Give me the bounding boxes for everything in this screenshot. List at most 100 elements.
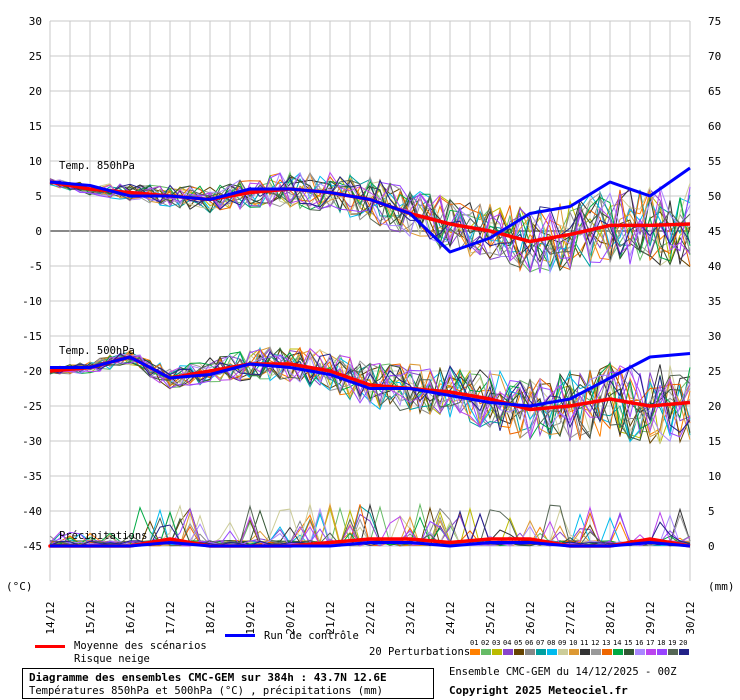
right-tick-label: 20 <box>708 400 721 413</box>
control-series-precip <box>50 541 691 548</box>
date-tick-label: 22/12 <box>364 601 377 634</box>
left-tick-label: 5 <box>35 190 42 203</box>
date-tick-label: 19/12 <box>244 601 257 634</box>
left-tick-label: -30 <box>22 435 42 448</box>
title-box: Diagramme des ensembles CMC-GEM sur 384h… <box>22 668 434 699</box>
control-series-t850 <box>49 166 691 254</box>
perturb-swatch <box>580 649 590 655</box>
perturb-number: 01 <box>470 639 479 647</box>
label-precip: Précipitations <box>59 530 148 542</box>
label-t500: Temp. 500hPa <box>59 345 135 357</box>
date-tick-label: 17/12 <box>164 601 177 634</box>
perturb-swatch <box>547 649 557 655</box>
right-axis-unit: (mm) <box>708 580 735 593</box>
main-series <box>48 166 691 548</box>
left-tick-label: 10 <box>29 155 42 168</box>
date-tick-label: 20/12 <box>284 601 297 634</box>
date-tick-label: 27/12 <box>564 601 577 634</box>
left-axis-unit: (°C) <box>6 580 33 593</box>
left-axis-ticks: 30 25 20 15 10 5 0 -5 -10 -15 -20 -25 -30 -35 -40 -45 <box>22 15 42 553</box>
date-tick-label: 18/12 <box>204 601 217 634</box>
control-legend-label: Run de contrôle <box>264 630 359 642</box>
date-tick-label: 16/12 <box>124 601 137 634</box>
label-t850: Temp. 850hPa <box>59 160 135 172</box>
perturb-swatch <box>470 649 480 655</box>
left-tick-label: -15 <box>22 330 42 343</box>
left-tick-label: 30 <box>29 15 42 28</box>
perturb-swatch <box>657 649 667 655</box>
perturb-legend-label: 20 Perturbations <box>369 646 471 658</box>
perturb-swatch <box>503 649 513 655</box>
right-tick-label: 45 <box>708 225 721 238</box>
perturb-swatch <box>646 649 656 655</box>
perturbation-line <box>49 171 691 272</box>
perturb-number: 02 <box>481 639 490 647</box>
perturb-number: 05 <box>514 639 523 647</box>
right-tick-label: 50 <box>708 190 721 203</box>
control-legend-swatch <box>225 634 255 637</box>
perturb-swatch <box>481 649 491 655</box>
left-tick-label: -25 <box>22 400 42 413</box>
perturb-number: 07 <box>536 639 545 647</box>
left-tick-label: -35 <box>22 470 42 483</box>
perturbation-line <box>49 348 691 442</box>
perturb-number: 10 <box>569 639 578 647</box>
perturb-swatch <box>679 649 689 655</box>
perturb-number: 14 <box>613 639 622 647</box>
date-tick-label: 14/12 <box>44 601 57 634</box>
perturb-number: 16 <box>635 639 644 647</box>
perturb-swatch <box>635 649 645 655</box>
perturbation-line <box>49 176 691 257</box>
date-tick-label: 28/12 <box>604 601 617 634</box>
perturb-number: 11 <box>580 639 589 647</box>
perturbation-line <box>49 176 691 269</box>
left-tick-label: 0 <box>35 225 42 238</box>
right-tick-label: 65 <box>708 85 721 98</box>
right-tick-label: 5 <box>708 505 715 518</box>
right-tick-label: 75 <box>708 15 721 28</box>
title-line1: Diagramme des ensembles CMC-GEM sur 384h… <box>29 671 387 684</box>
perturb-swatch <box>613 649 623 655</box>
date-tick-label: 25/12 <box>484 601 497 634</box>
mean-legend-swatch <box>35 645 65 648</box>
right-tick-label: 25 <box>708 365 721 378</box>
perturb-swatch <box>602 649 612 655</box>
perturb-number: 12 <box>591 639 600 647</box>
right-tick-label: 0 <box>708 540 715 553</box>
date-tick-label: 26/12 <box>524 601 537 634</box>
snow-legend-label: Risque neige <box>74 653 150 665</box>
control-series-t500 <box>50 352 691 408</box>
date-tick-label: 29/12 <box>644 601 657 634</box>
perturb-number: 04 <box>503 639 512 647</box>
perturb-swatch <box>525 649 535 655</box>
left-tick-label: -10 <box>22 295 42 308</box>
mean-legend-label: Moyenne des scénarios <box>74 640 207 652</box>
perturb-number: 18 <box>657 639 666 647</box>
perturb-number: 20 <box>679 639 688 647</box>
date-tick-label: 23/12 <box>404 601 417 634</box>
perturb-number: 06 <box>525 639 534 647</box>
perturb-number: 17 <box>646 639 655 647</box>
right-tick-label: 35 <box>708 295 721 308</box>
left-tick-label: 20 <box>29 85 42 98</box>
date-tick-label: 30/12 <box>684 601 697 634</box>
perturb-number: 13 <box>602 639 611 647</box>
perturb-number: 15 <box>624 639 633 647</box>
left-tick-label: -45 <box>22 540 42 553</box>
left-tick-label: -20 <box>22 365 42 378</box>
left-tick-label: -40 <box>22 505 42 518</box>
left-tick-label: 25 <box>29 50 42 63</box>
perturb-swatch <box>591 649 601 655</box>
perturb-number: 03 <box>492 639 501 647</box>
perturb-swatch <box>514 649 524 655</box>
perturb-number: 09 <box>558 639 567 647</box>
perturb-swatch <box>558 649 568 655</box>
right-tick-label: 40 <box>708 260 721 273</box>
right-tick-label: 70 <box>708 50 721 63</box>
perturb-number: 19 <box>668 639 677 647</box>
left-tick-label: 15 <box>29 120 42 133</box>
chart-grid <box>49 20 691 581</box>
right-tick-label: 15 <box>708 435 721 448</box>
right-tick-label: 55 <box>708 155 721 168</box>
date-tick-label: 15/12 <box>84 601 97 634</box>
